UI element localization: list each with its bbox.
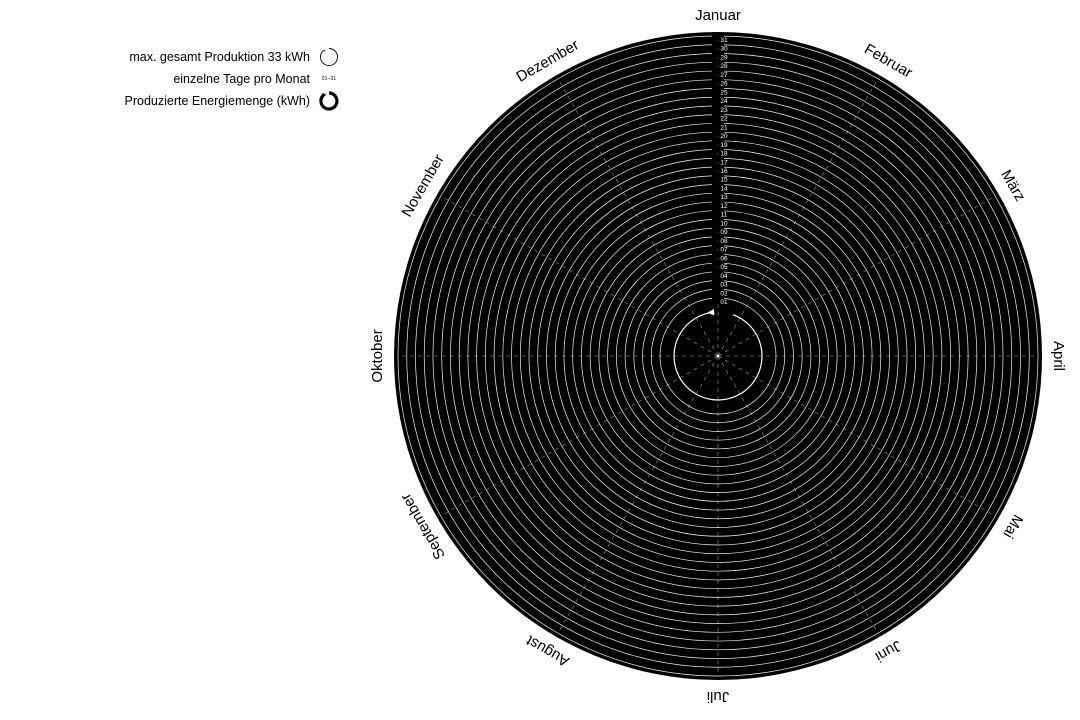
day-label-bg-23: [712, 102, 724, 110]
day-label-bg-12: [712, 198, 724, 206]
day-label-14: 14: [720, 185, 728, 192]
month-spoke-11: [557, 78, 719, 357]
day-label-bg-26: [712, 75, 724, 84]
month-spoke-4: [717, 355, 996, 517]
day-label-15: 15: [720, 177, 728, 184]
center-dot: [716, 354, 720, 358]
day-label-bg-16: [712, 163, 724, 171]
day-label-bg-15: [712, 172, 724, 180]
month-label-5: Juni: [872, 637, 904, 665]
month-label-2: März: [997, 167, 1028, 204]
day-label-bg-17: [712, 154, 724, 162]
day-label-11: 11: [721, 212, 728, 219]
day-label-22: 22: [720, 116, 728, 123]
legend-days-range: 01–31: [318, 68, 340, 90]
day-label-03: 03: [720, 282, 728, 289]
day-label-13: 13: [720, 194, 728, 201]
day-label-bg-13: [712, 189, 724, 197]
day-label-bg-25: [712, 84, 724, 93]
day-label-bg-04: [712, 268, 724, 276]
day-label-bg-03: [712, 276, 724, 285]
max-production-arrow: [707, 308, 715, 316]
day-label-12: 12: [720, 203, 728, 210]
day-label-bg-01: [712, 294, 724, 302]
day-label-bg-02: [712, 285, 724, 293]
day-label-bg-31: [712, 32, 724, 40]
legend-max-production: max. gesamt Produktion 33 kWh: [100, 46, 340, 68]
day-label-28: 28: [720, 63, 728, 70]
day-label-bg-30: [712, 41, 724, 49]
legend-days: einzelne Tage pro Monat 01–31: [100, 68, 340, 90]
day-label-bg-19: [712, 137, 724, 145]
day-label-21: 21: [720, 124, 728, 131]
day-label-bg-22: [712, 110, 724, 119]
month-spoke-5: [717, 355, 879, 634]
legend-energy-label: Produzierte Energiemenge (kWh): [124, 94, 311, 108]
max-production-arc: [673, 311, 763, 401]
day-label-24: 24: [720, 98, 728, 105]
month-label-4: Mai: [1000, 512, 1027, 541]
day-label-bg-21: [712, 119, 724, 128]
day-label-bg-24: [712, 93, 724, 101]
day-label-bg-06: [712, 250, 724, 259]
day-label-07: 07: [720, 247, 728, 254]
day-label-27: 27: [720, 72, 728, 79]
month-spoke-1: [717, 78, 879, 357]
month-label-3: April: [1050, 341, 1067, 371]
day-label-10: 10: [720, 220, 728, 227]
day-label-20: 20: [720, 133, 728, 140]
day-label-26: 26: [720, 81, 728, 88]
day-label-25: 25: [720, 89, 728, 96]
day-label-08: 08: [720, 238, 728, 245]
legend-days-range-label: 01–31: [321, 76, 337, 82]
month-spoke-8: [440, 355, 719, 517]
month-spoke-10: [440, 195, 719, 357]
month-label-9: Oktober: [369, 329, 386, 382]
month-spoke-2: [717, 195, 996, 357]
day-label-bg-20: [712, 128, 724, 136]
day-label-19: 19: [720, 142, 728, 149]
day-label-04: 04: [720, 273, 728, 280]
day-label-29: 29: [720, 54, 728, 61]
month-spoke-7: [557, 355, 719, 634]
day-label-23: 23: [720, 107, 728, 114]
legend-days-label: einzelne Tage pro Monat: [173, 72, 310, 86]
day-label-31: 31: [720, 37, 728, 44]
day-label-17: 17: [720, 159, 728, 166]
day-label-09: 09: [720, 229, 728, 236]
legend: max. gesamt Produktion 33 kWh einzelne T…: [100, 46, 340, 112]
day-label-bg-28: [712, 58, 724, 66]
day-label-bg-14: [712, 180, 724, 189]
day-label-18: 18: [720, 151, 728, 158]
open-circle-icon: [318, 46, 340, 68]
month-label-6: Juli: [707, 688, 730, 705]
thick-ring-icon: [318, 90, 340, 112]
day-label-bg-10: [712, 215, 724, 224]
day-label-01: 01: [720, 299, 728, 306]
day-label-bg-09: [712, 224, 724, 232]
day-label-06: 06: [720, 255, 728, 262]
day-label-bg-27: [712, 67, 724, 75]
day-label-02: 02: [720, 290, 728, 297]
day-label-bg-11: [712, 206, 724, 215]
day-label-05: 05: [720, 264, 728, 271]
max-production-ring: [673, 308, 763, 401]
legend-max-production-label: max. gesamt Produktion 33 kWh: [129, 50, 310, 64]
month-label-0: Januar: [695, 7, 741, 24]
day-label-bg-07: [712, 241, 724, 250]
day-label-bg-05: [712, 259, 724, 267]
day-label-bg-18: [712, 145, 724, 154]
day-label-16: 16: [720, 168, 728, 175]
day-label-bg-29: [712, 49, 724, 58]
legend-energy: Produzierte Energiemenge (kWh): [100, 90, 340, 112]
day-labels: 0102030405060708091011121314151617181920…: [712, 32, 728, 306]
day-label-30: 30: [720, 46, 728, 53]
day-label-bg-08: [712, 233, 724, 241]
